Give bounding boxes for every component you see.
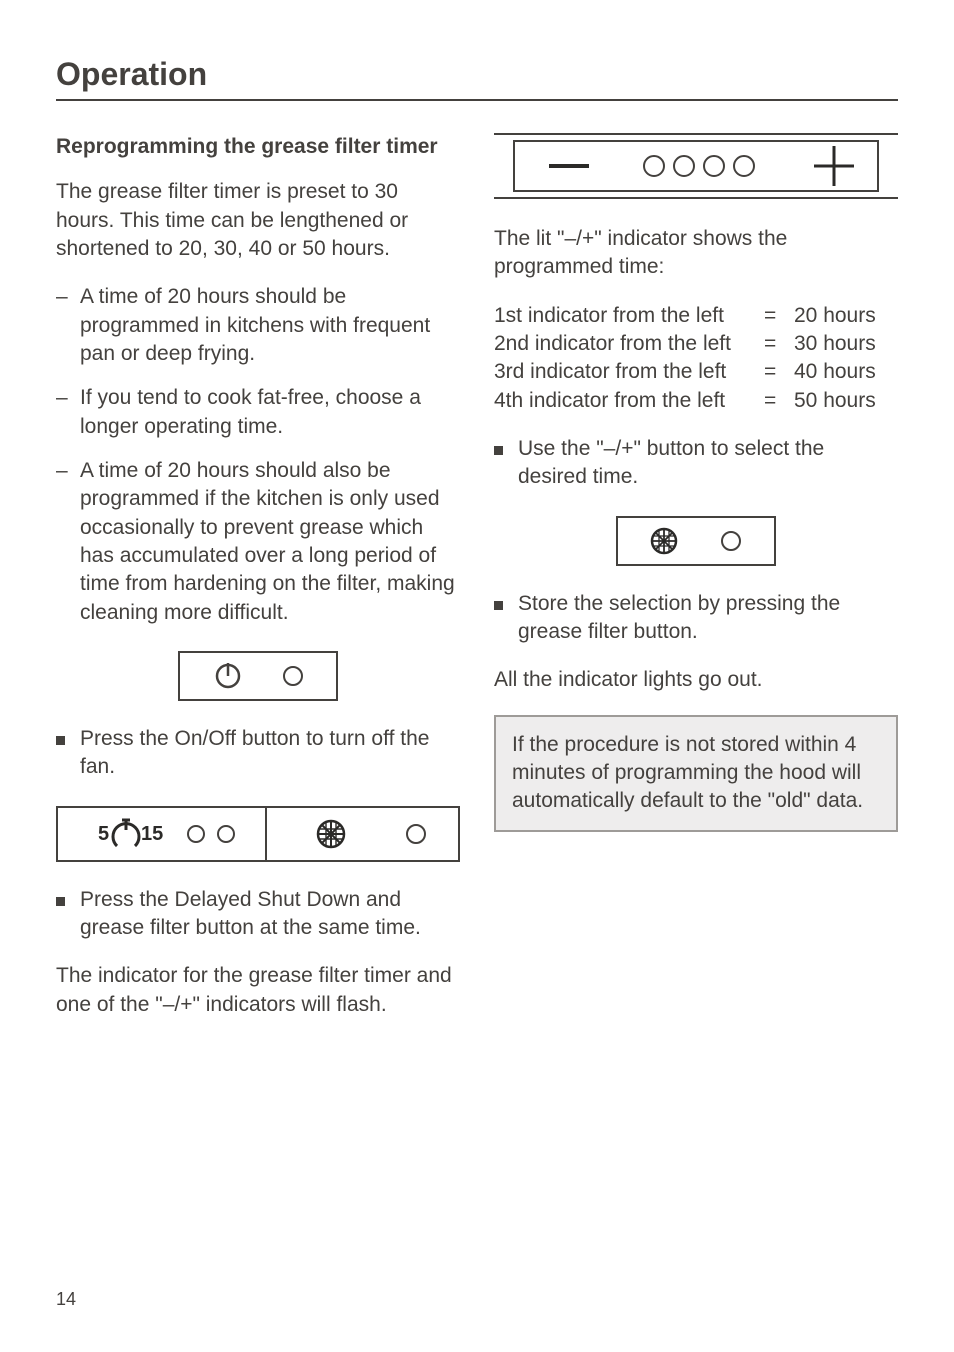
- square-bullet: [56, 725, 80, 782]
- flash-paragraph: The indicator for the grease filter time…: [56, 962, 460, 1019]
- indicator-label: 1st indicator from the left: [494, 302, 764, 330]
- delayed-grease-figure: 5 15: [56, 806, 460, 862]
- indicator-value: 20 hours: [794, 302, 876, 330]
- indicator-label: 3rd indicator from the left: [494, 358, 764, 386]
- right-column: The lit "–/+" indicator shows the progra…: [494, 133, 898, 1039]
- label-15: 15: [141, 823, 163, 845]
- list-item-text: A time of 20 hours should be programmed …: [80, 283, 460, 368]
- page-number: 14: [56, 1289, 76, 1310]
- note-box: If the procedure is not stored within 4 …: [494, 715, 898, 832]
- step-item: Press the On/Off button to turn off the …: [56, 725, 460, 782]
- minus-plus-figure: [494, 133, 898, 199]
- table-row: 2nd indicator from the left = 30 hours: [494, 330, 898, 358]
- all-lights-out: All the indicator lights go out.: [494, 666, 898, 694]
- label-5: 5: [98, 823, 109, 845]
- indicator-value: 50 hours: [794, 387, 876, 415]
- table-row: 4th indicator from the left = 50 hours: [494, 387, 898, 415]
- lit-indicator-intro: The lit "–/+" indicator shows the progra…: [494, 225, 898, 282]
- step-item: Use the "–/+" button to select the desir…: [494, 435, 898, 492]
- list-item-text: If you tend to cook fat-free, choose a l…: [80, 384, 460, 441]
- step-item: Press the Delayed Shut Down and grease f…: [56, 886, 460, 943]
- indicator-label: 2nd indicator from the left: [494, 330, 764, 358]
- step-text: Press the On/Off button to turn off the …: [80, 725, 460, 782]
- table-row: 3rd indicator from the left = 40 hours: [494, 358, 898, 386]
- page-title: Operation: [56, 56, 898, 101]
- equals-sign: =: [764, 302, 794, 330]
- left-column: Reprogramming the grease filter timer Th…: [56, 133, 460, 1039]
- dash-bullet: –: [56, 457, 80, 627]
- dash-bullet: –: [56, 283, 80, 368]
- grease-filter-figure: [494, 516, 898, 566]
- indicator-value: 30 hours: [794, 330, 876, 358]
- power-button-figure: [56, 651, 460, 701]
- indicator-label: 4th indicator from the left: [494, 387, 764, 415]
- list-item-text: A time of 20 hours should also be progra…: [80, 457, 460, 627]
- list-item: – A time of 20 hours should also be prog…: [56, 457, 460, 627]
- list-item: – A time of 20 hours should be programme…: [56, 283, 460, 368]
- square-bullet: [494, 590, 518, 647]
- equals-sign: =: [764, 358, 794, 386]
- reprogram-heading: Reprogramming the grease filter timer: [56, 133, 460, 160]
- step-text: Use the "–/+" button to select the desir…: [518, 435, 898, 492]
- list-item: – If you tend to cook fat-free, choose a…: [56, 384, 460, 441]
- dash-bullet: –: [56, 384, 80, 441]
- indicator-table: 1st indicator from the left = 20 hours 2…: [494, 302, 898, 415]
- equals-sign: =: [764, 330, 794, 358]
- step-item: Store the selection by pressing the grea…: [494, 590, 898, 647]
- square-bullet: [494, 435, 518, 492]
- step-text: Store the selection by pressing the grea…: [518, 590, 898, 647]
- indicator-value: 40 hours: [794, 358, 876, 386]
- table-row: 1st indicator from the left = 20 hours: [494, 302, 898, 330]
- square-bullet: [56, 886, 80, 943]
- equals-sign: =: [764, 387, 794, 415]
- intro-paragraph: The grease filter timer is preset to 30 …: [56, 178, 460, 263]
- conditions-list: – A time of 20 hours should be programme…: [56, 283, 460, 627]
- step-text: Press the Delayed Shut Down and grease f…: [80, 886, 460, 943]
